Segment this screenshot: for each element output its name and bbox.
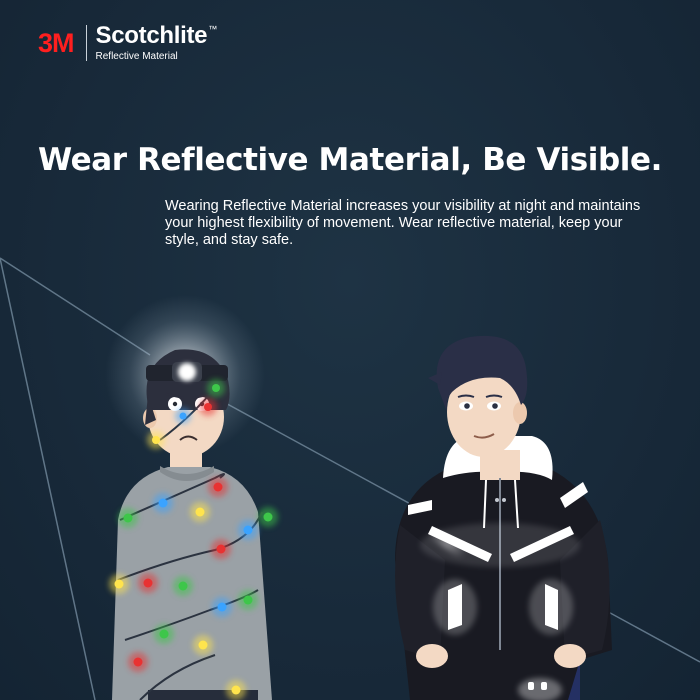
brand-divider bbox=[85, 25, 87, 61]
reflective-strips bbox=[408, 482, 588, 635]
brand-subtitle: Reflective Material bbox=[95, 51, 178, 62]
brand-lockup: 3M Scotchlite™ Reflective Material bbox=[38, 22, 218, 63]
brand-name: Scotchlite™ bbox=[95, 22, 218, 49]
string-lights bbox=[109, 379, 278, 700]
headline: Wear Reflective Material, Be Visible. bbox=[37, 142, 663, 178]
brand-name-text: Scotchlite bbox=[95, 22, 208, 49]
trademark-symbol: ™ bbox=[208, 24, 217, 34]
3m-logo: 3M bbox=[38, 27, 75, 58]
brand-text: Scotchlite™ Reflective Material bbox=[95, 22, 218, 63]
left-character bbox=[105, 295, 278, 700]
right-character bbox=[395, 335, 612, 700]
body-copy: Wearing Reflective Material increases yo… bbox=[165, 198, 641, 248]
